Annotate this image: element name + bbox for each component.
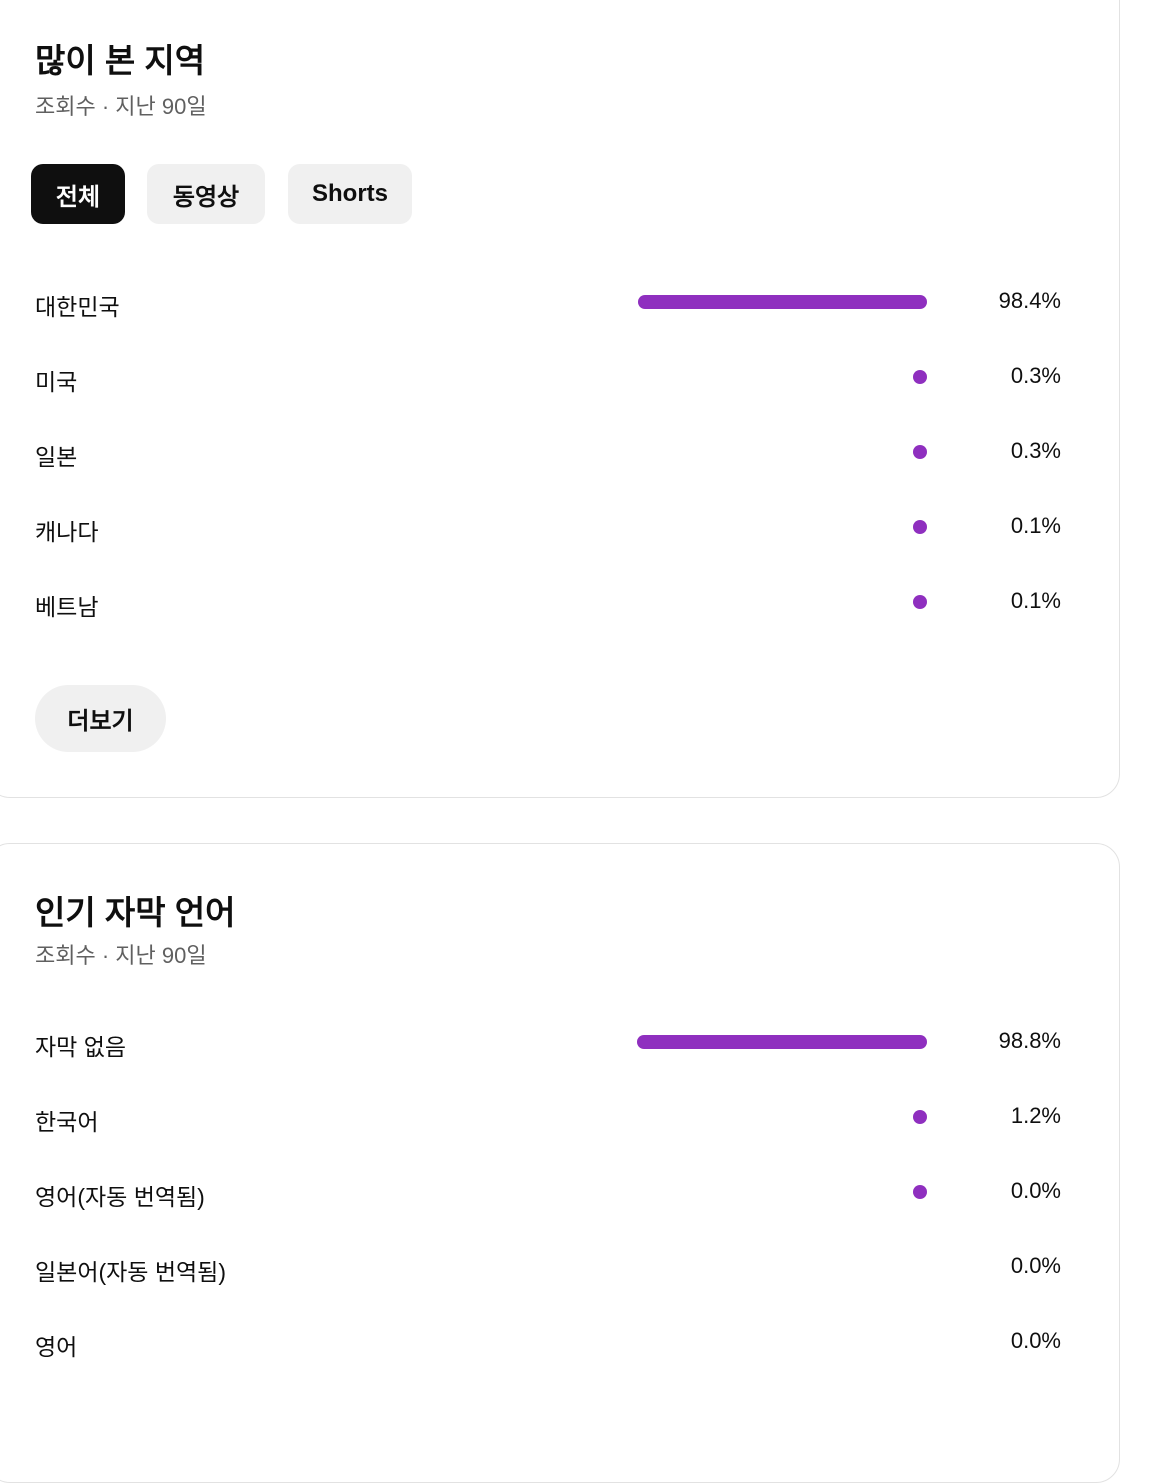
tab-shorts[interactable]: Shorts (288, 164, 412, 224)
percent-bar (913, 520, 927, 534)
card-title: 인기 자막 언어 (35, 894, 236, 931)
percent-bar (913, 370, 927, 384)
row-label: 캐나다 (35, 519, 99, 545)
row-label: 일본 (35, 444, 78, 470)
row-label: 일본어(자동 번역됨) (35, 1259, 226, 1285)
show-more-button[interactable]: 더보기 (35, 685, 166, 752)
row-percent: 0.3% (1010, 438, 1061, 463)
row-label: 자막 없음 (35, 1034, 127, 1060)
row-percent: 0.3% (1010, 363, 1061, 388)
row-label: 영어 (35, 1334, 78, 1360)
row-percent: 98.8% (998, 1028, 1061, 1053)
row-percent: 0.0% (1010, 1178, 1061, 1203)
percent-bar (913, 445, 927, 459)
top-regions-card: 많이 본 지역 조회수 · 지난 90일 전체 동영상 Shorts 대한민국 9… (0, 0, 1120, 798)
row-percent: 0.1% (1010, 513, 1061, 538)
row-percent: 1.2% (1010, 1103, 1061, 1128)
row-label: 대한민국 (35, 294, 120, 320)
row-label: 한국어 (35, 1109, 99, 1135)
card-subtitle: 조회수 · 지난 90일 (35, 94, 207, 119)
percent-bar (913, 1185, 927, 1199)
tab-videos[interactable]: 동영상 (147, 164, 265, 224)
row-percent: 0.0% (1010, 1328, 1061, 1353)
percent-bar (637, 295, 927, 309)
top-subtitle-languages-card: 인기 자막 언어 조회수 · 지난 90일 자막 없음 98.8% 한국어 1.2% 영… (0, 843, 1120, 1483)
percent-bar (636, 1035, 927, 1049)
list-item: 한국어 1.2% (35, 1097, 1075, 1137)
list-item: 영어 0.0% (35, 1322, 1075, 1362)
row-percent: 0.0% (1010, 1253, 1061, 1278)
row-label: 미국 (35, 369, 78, 395)
list-item: 대한민국 98.4% (35, 282, 1075, 322)
row-label: 베트남 (35, 594, 99, 620)
row-percent: 98.4% (998, 288, 1061, 313)
list-item: 미국 0.3% (35, 357, 1075, 397)
list-item: 영어(자동 번역됨) 0.0% (35, 1172, 1075, 1212)
row-percent: 0.1% (1010, 588, 1061, 613)
list-item: 자막 없음 98.8% (35, 1022, 1075, 1062)
card-subtitle: 조회수 · 지난 90일 (35, 943, 207, 968)
percent-bar (913, 1110, 927, 1124)
percent-bar (913, 595, 927, 609)
list-item: 캐나다 0.1% (35, 507, 1075, 547)
list-item: 일본 0.3% (35, 432, 1075, 472)
tab-all[interactable]: 전체 (31, 164, 125, 224)
row-label: 영어(자동 번역됨) (35, 1184, 205, 1210)
list-item: 베트남 0.1% (35, 582, 1075, 622)
list-item: 일본어(자동 번역됨) 0.0% (35, 1247, 1075, 1287)
card-title: 많이 본 지역 (35, 42, 206, 79)
